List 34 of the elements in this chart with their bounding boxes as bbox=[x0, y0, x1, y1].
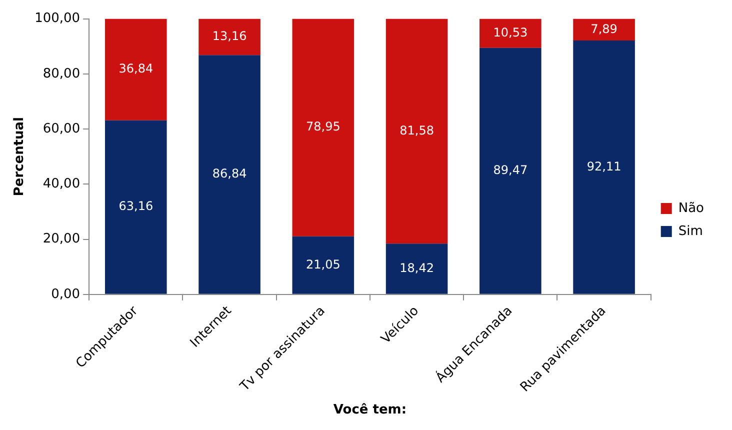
data-label: 81,58 bbox=[400, 123, 434, 138]
legend-label: Não bbox=[678, 200, 704, 216]
y-tick-label: 0,00 bbox=[51, 286, 80, 302]
bar bbox=[480, 18, 542, 48]
data-label: 21,05 bbox=[306, 257, 340, 272]
y-axis-title: Percentual bbox=[12, 116, 28, 196]
data-label: 63,16 bbox=[118, 199, 154, 214]
legend-label: Sim bbox=[678, 224, 703, 239]
bar bbox=[105, 18, 167, 120]
data-label: 78,95 bbox=[306, 120, 340, 134]
data-label: 36,84 bbox=[118, 62, 154, 76]
y-tick-label: 20,00 bbox=[42, 232, 80, 247]
data-label: 7,89 bbox=[590, 22, 618, 36]
data-label: 13,16 bbox=[212, 29, 247, 44]
bar bbox=[573, 18, 635, 41]
y-tick-label: 40,00 bbox=[42, 176, 80, 192]
x-axis-title: Você tem: bbox=[333, 402, 407, 418]
data-label: 86,84 bbox=[212, 166, 247, 181]
y-tick-label: 100,00 bbox=[34, 11, 80, 26]
bar bbox=[386, 18, 448, 244]
bar bbox=[573, 40, 635, 294]
data-label: 92,11 bbox=[586, 159, 622, 174]
y-tick-label: 80,00 bbox=[42, 66, 80, 82]
bar bbox=[198, 18, 260, 56]
data-label: 18,42 bbox=[400, 260, 434, 275]
y-tick-label: 60,00 bbox=[42, 121, 80, 136]
bar bbox=[292, 18, 354, 236]
data-label: 89,47 bbox=[493, 162, 528, 177]
bar bbox=[386, 244, 448, 294]
bar bbox=[292, 236, 354, 294]
bar bbox=[105, 120, 167, 294]
bar bbox=[480, 48, 542, 294]
bar bbox=[198, 55, 260, 294]
data-label: 10,53 bbox=[493, 25, 528, 40]
